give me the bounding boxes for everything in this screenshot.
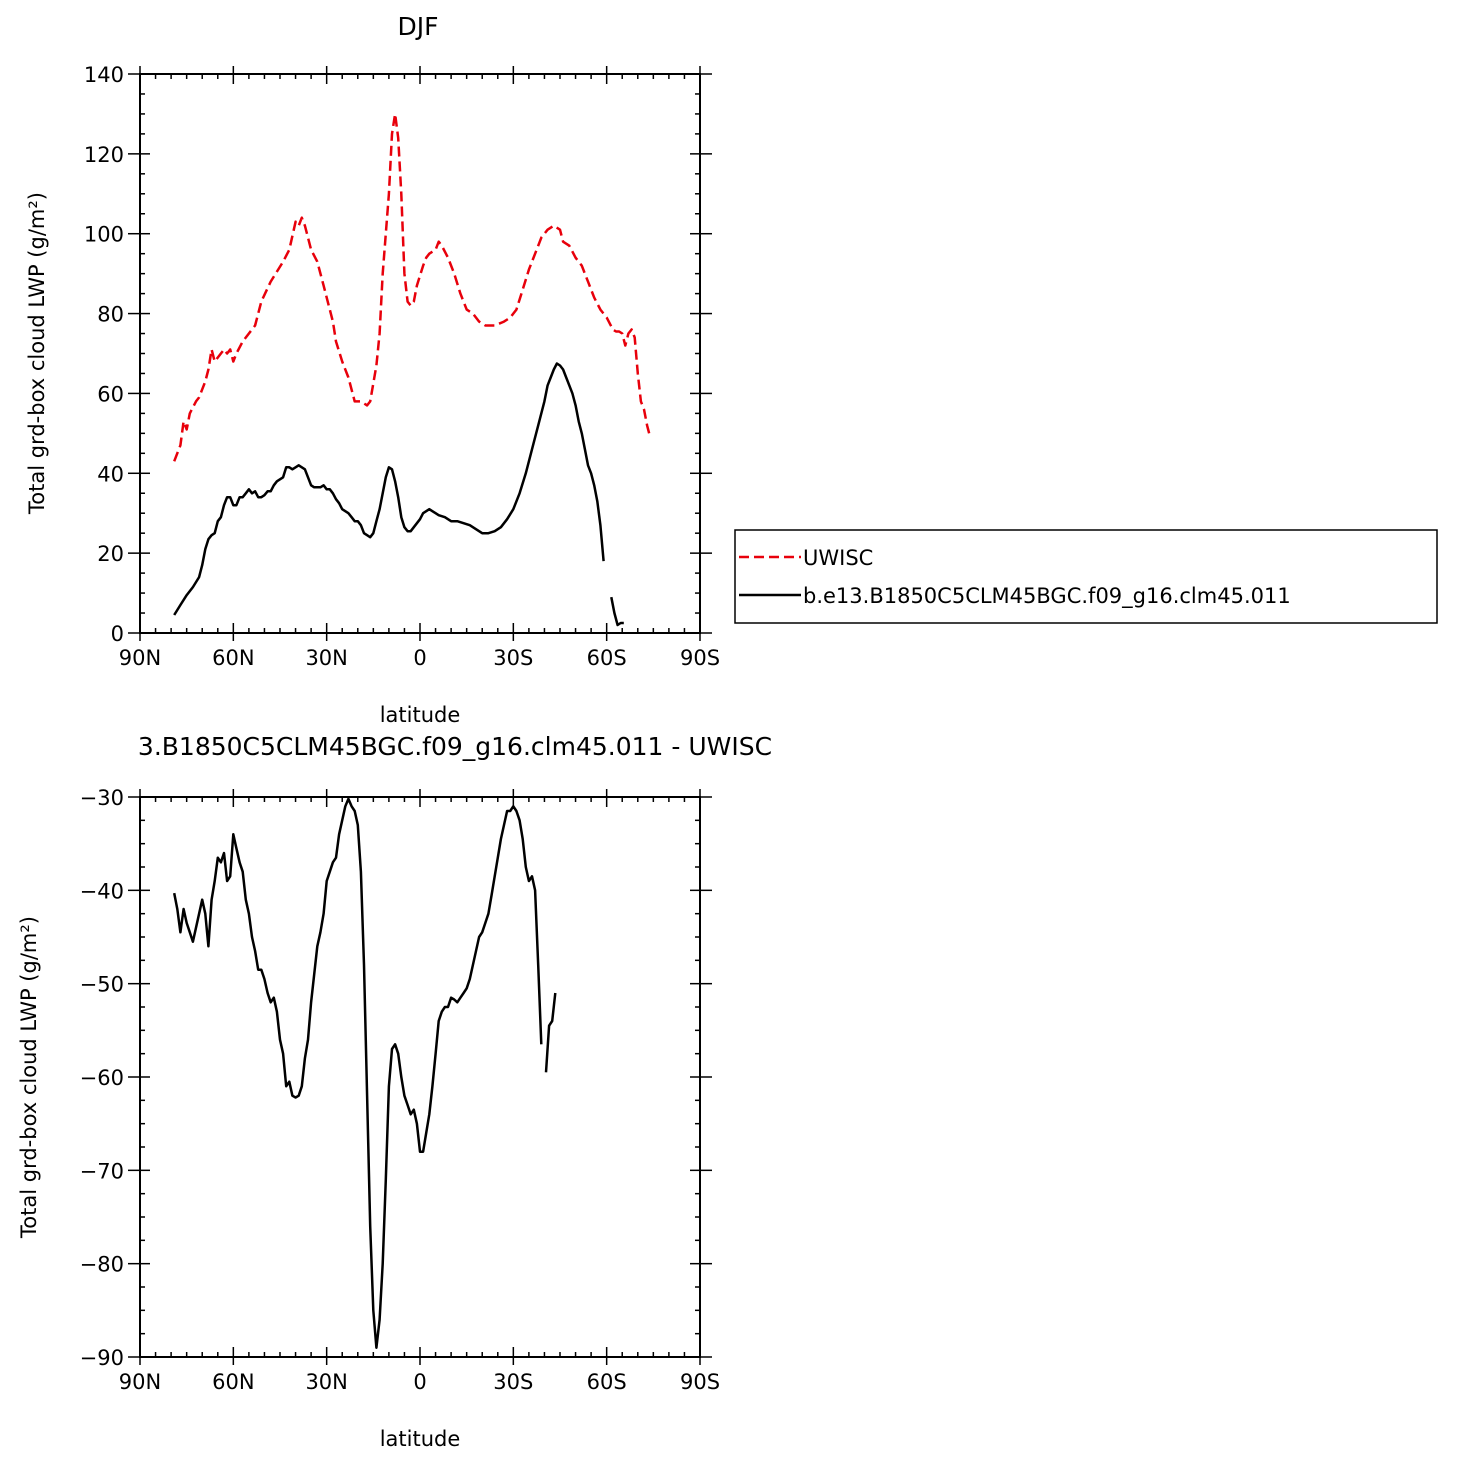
panel-djf: DJF 90N 60N 30N 0 30S 60S 90S 0 20 40 60 80 100 120 14… bbox=[25, 12, 720, 727]
legend: UWISC b.e13.B1850C5CLM45BGC.f09_g16.clm4… bbox=[734, 529, 1438, 624]
y-tick-label: 60 bbox=[97, 382, 124, 406]
plot-frame bbox=[139, 73, 701, 634]
x-tick-label: 60S bbox=[587, 1370, 627, 1394]
y-tick-label: −60 bbox=[80, 1066, 124, 1090]
y-tick-label: 140 bbox=[84, 63, 124, 87]
x-tick-label: 60N bbox=[212, 646, 254, 670]
legend-label-uwisc: UWISC bbox=[803, 546, 873, 570]
y-axis-label: Total grd-box cloud LWP (g/m²) bbox=[17, 916, 41, 1239]
panel-title: 3.B1850C5CLM45BGC.f09_g16.clm45.011 - UW… bbox=[138, 732, 772, 761]
panel-difference: 3.B1850C5CLM45BGC.f09_g16.clm45.011 - UW… bbox=[17, 732, 772, 1451]
x-tick-label: 90S bbox=[680, 646, 720, 670]
y-tick-label: −80 bbox=[80, 1253, 124, 1277]
series-line-0 bbox=[173, 112, 652, 462]
plot-frame bbox=[139, 796, 701, 1358]
x-tick-label: 60N bbox=[212, 1370, 254, 1394]
x-tick-label: 60S bbox=[587, 646, 627, 670]
y-tick-label: 20 bbox=[97, 542, 124, 566]
series-line-2 bbox=[610, 596, 624, 627]
y-tick-label: −70 bbox=[80, 1159, 124, 1183]
x-tick-label: 30S bbox=[493, 1370, 533, 1394]
x-tick-label: 0 bbox=[413, 646, 426, 670]
y-tick-label: −50 bbox=[80, 973, 124, 997]
legend-label-model: b.e13.B1850C5CLM45BGC.f09_g16.clm45.011 bbox=[803, 584, 1291, 609]
y-tick-label: 0 bbox=[111, 622, 124, 646]
x-axis-label: latitude bbox=[380, 1427, 461, 1451]
y-tick-label: −90 bbox=[80, 1346, 124, 1370]
x-tick-label: 90N bbox=[119, 1370, 161, 1394]
x-tick-label: 90S bbox=[680, 1370, 720, 1394]
panel-title: DJF bbox=[397, 12, 438, 41]
x-axis-label: latitude bbox=[380, 703, 461, 727]
legend-box bbox=[734, 529, 1438, 624]
x-tick-label: 30S bbox=[493, 646, 533, 670]
x-tick-label: 90N bbox=[119, 646, 161, 670]
x-tick-label: 30N bbox=[305, 1370, 347, 1394]
y-tick-label: −40 bbox=[80, 879, 124, 903]
y-axis-label: Total grd-box cloud LWP (g/m²) bbox=[25, 192, 49, 515]
plot-area: 90N 60N 30N 0 30S 60S 90S −90 −80 −70 −60 −50 −40 −30 bbox=[80, 786, 720, 1394]
x-tick-label: 0 bbox=[413, 1370, 426, 1394]
series-line-1 bbox=[173, 362, 605, 616]
y-tick-label: 100 bbox=[84, 223, 124, 247]
plot-area: 90N 60N 30N 0 30S 60S 90S 0 20 40 60 80 100 120 140 bbox=[84, 63, 720, 670]
y-tick-label: 80 bbox=[97, 303, 124, 327]
series-line-0 bbox=[172, 797, 543, 1349]
y-tick-label: −30 bbox=[80, 786, 124, 810]
series-line-1 bbox=[544, 992, 557, 1073]
x-tick-label: 30N bbox=[305, 646, 347, 670]
y-tick-label: 40 bbox=[97, 462, 124, 486]
y-tick-label: 120 bbox=[84, 143, 124, 167]
